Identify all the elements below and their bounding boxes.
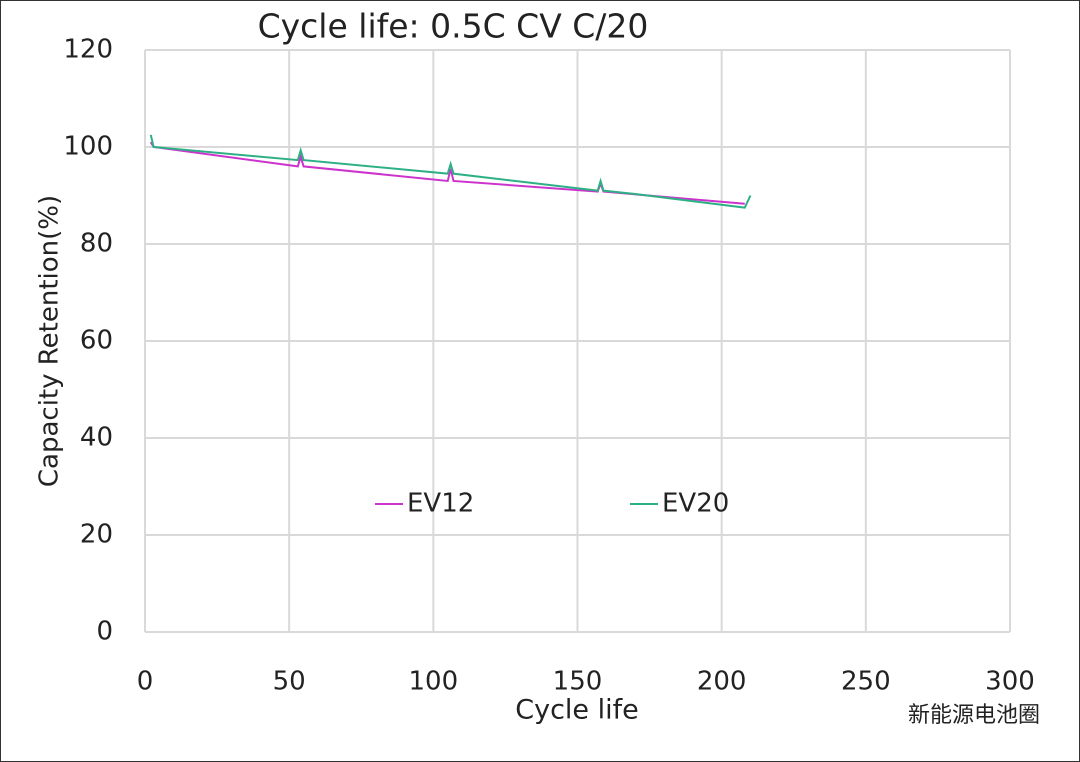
x-tick-label: 150: [553, 667, 603, 697]
x-tick-label: 300: [985, 667, 1035, 697]
plot-area: 0 20 40 60 80 100 120 0 50 100 150 200 250 300 EV12 EV2…: [63, 35, 1034, 697]
legend-label: EV12: [407, 489, 474, 519]
watermark: 新能源电池圈: [908, 703, 1040, 728]
chart-title: Cycle life: 0.5C CV C/20: [258, 7, 649, 46]
y-tick-label: 120: [63, 35, 113, 65]
x-tick-label: 50: [273, 667, 306, 697]
x-tick-label: 250: [841, 667, 891, 697]
legend-label: EV20: [662, 489, 729, 519]
y-tick-label: 60: [80, 326, 113, 356]
y-tick-label: 40: [80, 423, 113, 453]
y-tick-label: 100: [63, 132, 113, 162]
y-tick-label: 20: [80, 520, 113, 550]
x-tick-label: 200: [697, 667, 747, 697]
y-tick-label: 80: [80, 229, 113, 259]
x-axis-label: Cycle life: [515, 695, 639, 726]
x-tick-label: 100: [409, 667, 459, 697]
x-tick-label: 0: [137, 667, 154, 697]
series-line: [149, 134, 752, 209]
y-axis-label: Capacity Retention(%): [35, 195, 65, 487]
y-tick-label: 0: [96, 617, 113, 647]
